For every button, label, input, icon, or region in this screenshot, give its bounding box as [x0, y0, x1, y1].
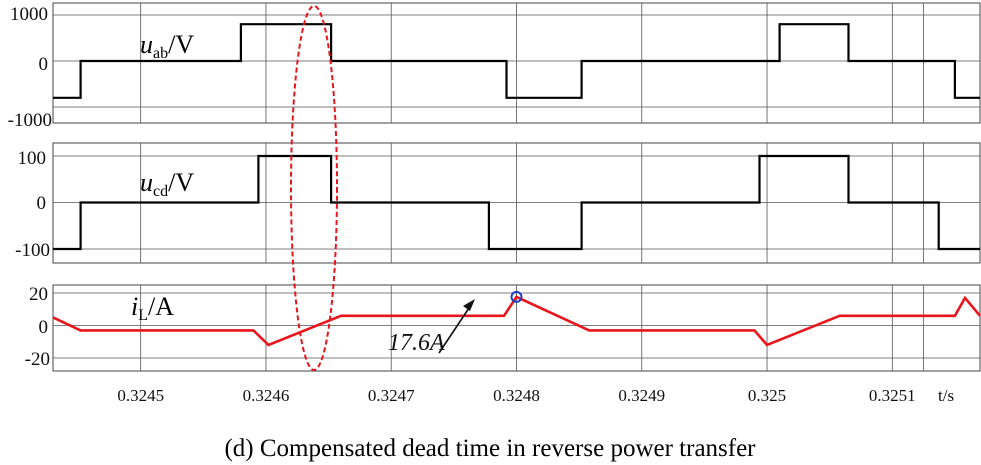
annotation-arrow-line: [438, 304, 472, 354]
uab-label-unit: /V: [168, 30, 194, 59]
uab-ytick-mid: 0: [39, 54, 49, 75]
iL-label-unit: /A: [148, 292, 174, 321]
iL-ytick-mid: 0: [39, 317, 49, 338]
x-axis-unit-label: t/s: [938, 386, 954, 405]
x-tick-label: 0.3248: [493, 386, 540, 405]
x-tick-label: 0.325: [748, 386, 786, 405]
dead-time-highlight-ellipse: [290, 5, 338, 371]
panel-uab-grid: [52, 2, 981, 124]
ucd-trace: [53, 154, 980, 251]
panel-iL: 20 0 -20 iL/A 17.6A: [25, 284, 981, 372]
x-axis: 0.3245 0.3246 0.3247 0.3248 0.3249 0.325 0.325…: [117, 386, 915, 405]
peak-marker: [510, 290, 523, 303]
panel-ucd: 100 0 -100 ucd/V: [15, 142, 981, 264]
series-line: [52, 295, 981, 347]
ucd-ytick-mid: 0: [37, 193, 47, 214]
panel-iL-grid: [52, 284, 981, 372]
series-line: [53, 154, 980, 251]
x-tick-label: 0.3251: [869, 386, 916, 405]
peak-annotation-label: 17.6A: [388, 330, 445, 356]
uab-trace: [53, 23, 980, 99]
x-tick-label: 0.3247: [368, 386, 415, 405]
ucd-label-unit: /V: [168, 168, 194, 197]
panel-ucd-grid: [52, 142, 981, 264]
panel-uab: 1000 0 -1000 uab/V: [8, 2, 981, 131]
iL-label: iL/A: [131, 292, 174, 324]
ucd-ytick-bottom: -100: [15, 240, 50, 261]
annotation-arrow-head: [463, 299, 475, 311]
uab-ytick-bottom: -1000: [8, 110, 52, 131]
ucd-label: ucd/V: [140, 168, 194, 200]
x-tick-label: 0.3245: [117, 386, 164, 405]
x-tick-label: 0.3249: [618, 386, 665, 405]
figure-caption: (d) Compensated dead time in reverse pow…: [224, 435, 756, 462]
uab-label: uab/V: [140, 30, 194, 62]
ucd-label-symbol: u: [140, 168, 153, 197]
ucd-ytick-top: 100: [18, 148, 47, 169]
iL-label-symbol: i: [131, 292, 138, 321]
series-line: [53, 23, 980, 99]
iL-trace: [52, 290, 981, 347]
uab-label-symbol: u: [140, 30, 153, 59]
uab-ytick-top: 1000: [10, 4, 48, 25]
iL-label-subscript: L: [138, 307, 148, 324]
uab-label-subscript: ab: [153, 45, 168, 62]
ucd-label-subscript: cd: [153, 183, 168, 200]
x-tick-label: 0.3246: [243, 386, 290, 405]
iL-ytick-bottom: -20: [25, 349, 50, 370]
iL-ytick-top: 20: [29, 284, 48, 305]
